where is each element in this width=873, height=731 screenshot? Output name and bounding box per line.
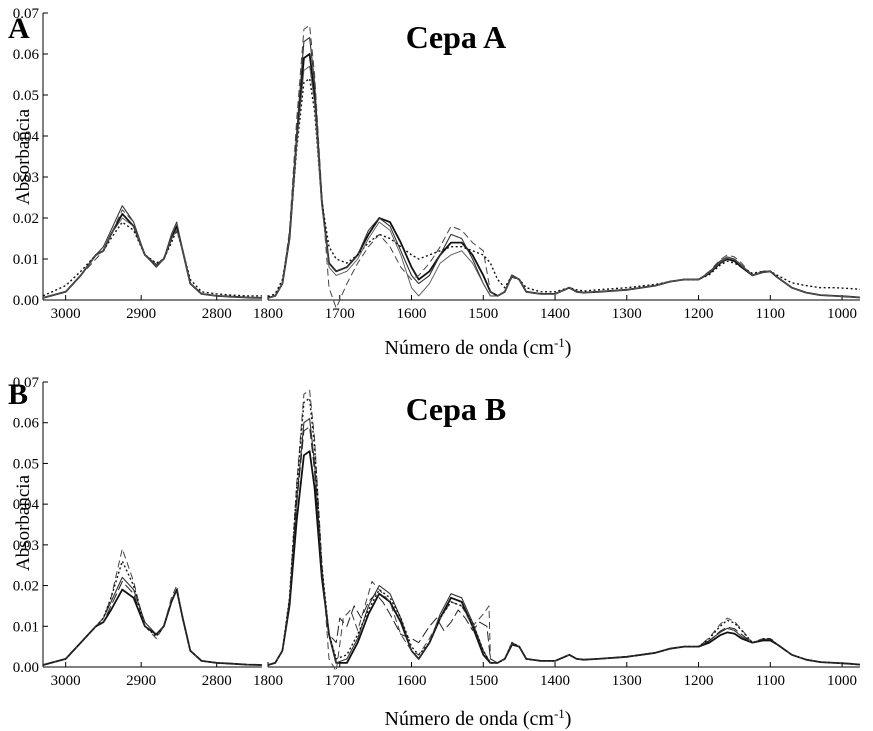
y-tick-label: 0.04 xyxy=(13,497,40,513)
spectrum-line-1-segment-2 xyxy=(267,450,861,666)
x-tick-label: 2900 xyxy=(126,306,156,322)
x-tick-label: 1000 xyxy=(827,306,857,322)
x-tick-label: 1100 xyxy=(756,306,785,322)
spectrum-line-1-segment-1 xyxy=(42,588,263,666)
x-tick-label: 1700 xyxy=(325,673,355,689)
spectrum-line-3-segment-2 xyxy=(267,389,861,672)
spectrum-line-5-segment-2 xyxy=(267,65,861,299)
spectrum-line-5-segment-1 xyxy=(42,217,263,299)
panel-letter-b: B xyxy=(8,378,28,411)
x-tick-label: 1400 xyxy=(540,306,570,322)
x-tick-label: 2800 xyxy=(202,673,232,689)
spectrum-line-2-segment-1 xyxy=(42,576,263,666)
panel-cepa-a: A Cepa A Absorbancia Número de onda (cm-… xyxy=(8,6,861,360)
spectrum-line-1-segment-1 xyxy=(42,213,263,299)
y-tick-label: 0.01 xyxy=(13,252,39,268)
y-tick-label: 0.06 xyxy=(13,47,40,63)
chart-title-cepa-b: Cepa B xyxy=(406,391,506,427)
panel-letter-a: A xyxy=(8,12,30,45)
y-tick-label: 0.00 xyxy=(13,660,39,676)
y-tick-label: 0.07 xyxy=(13,6,40,22)
y-tick-label: 0.03 xyxy=(13,538,39,554)
spectrum-line-5-segment-2 xyxy=(267,426,861,666)
spectrum-line-3-segment-1 xyxy=(42,548,263,666)
x-tick-label: 3000 xyxy=(51,306,81,322)
y-axis-label: Absorbancia xyxy=(13,474,34,571)
x-tick-label: 1700 xyxy=(325,306,355,322)
spectrum-line-3-segment-2 xyxy=(267,24,861,309)
y-tick-label: 0.05 xyxy=(13,88,39,104)
x-tick-label: 1300 xyxy=(612,673,642,689)
x-tick-label: 1100 xyxy=(756,673,785,689)
spectrum-line-2-segment-1 xyxy=(42,205,263,299)
x-tick-label: 1300 xyxy=(612,306,642,322)
y-tick-label: 0.02 xyxy=(13,211,39,227)
spectrum-line-4-segment-1 xyxy=(42,560,263,666)
x-tick-label: 1500 xyxy=(468,306,498,322)
x-axis-label: Número de onda (cm-1) xyxy=(385,335,572,360)
y-tick-label: 0.07 xyxy=(13,375,40,391)
y-tick-label: 0.02 xyxy=(13,579,39,595)
x-axis-label: Número de onda (cm-1) xyxy=(385,706,572,731)
x-tick-label: 1200 xyxy=(684,306,714,322)
spectrum-line-4-segment-2 xyxy=(267,397,861,666)
x-tick-label: 1800 xyxy=(253,673,283,689)
x-tick-label: 1000 xyxy=(827,673,857,689)
x-tick-label: 3000 xyxy=(51,673,81,689)
y-tick-label: 0.06 xyxy=(13,416,40,432)
spectrum-line-2-segment-2 xyxy=(267,37,861,299)
y-tick-label: 0.00 xyxy=(13,293,39,309)
x-tick-label: 1600 xyxy=(397,306,427,322)
x-tick-label: 1800 xyxy=(253,306,283,322)
y-tick-label: 0.04 xyxy=(13,129,40,145)
x-tick-label: 1200 xyxy=(684,673,714,689)
x-tick-label: 1600 xyxy=(397,673,427,689)
y-axis-label: Absorbancia xyxy=(13,108,34,205)
x-tick-label: 2900 xyxy=(126,673,156,689)
y-tick-label: 0.01 xyxy=(13,619,39,635)
spectrum-line-1-segment-2 xyxy=(267,53,861,299)
x-tick-label: 1400 xyxy=(540,673,570,689)
y-tick-label: 0.03 xyxy=(13,170,39,186)
spectrum-line-4-segment-1 xyxy=(42,221,262,297)
x-tick-label: 1500 xyxy=(468,673,498,689)
panel-cepa-b: B Cepa B Absorbancia Número de onda (cm-… xyxy=(8,375,861,731)
spectrum-line-5-segment-1 xyxy=(42,581,263,666)
x-tick-label: 2800 xyxy=(202,306,232,322)
spectrum-line-3-segment-1 xyxy=(42,209,263,299)
chart-title-cepa-a: Cepa A xyxy=(406,19,506,55)
y-tick-label: 0.05 xyxy=(13,456,39,472)
